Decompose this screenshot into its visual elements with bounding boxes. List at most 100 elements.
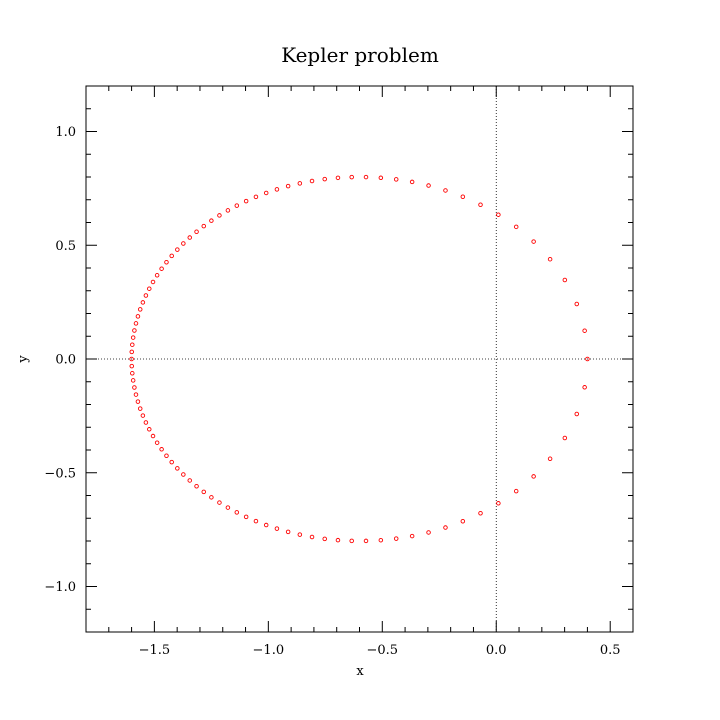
- orbit-point: [531, 239, 536, 244]
- orbit-point: [531, 474, 536, 479]
- orbit-point: [585, 356, 590, 362]
- orbit-point: [147, 286, 152, 291]
- orbit-point: [140, 413, 146, 418]
- orbit-point: [243, 198, 249, 204]
- orbit-point: [137, 307, 143, 312]
- orbit-point: [181, 241, 186, 246]
- orbit-point: [169, 459, 174, 465]
- orbit-point: [478, 510, 483, 516]
- orbit-point: [209, 495, 214, 500]
- orbit-point: [349, 174, 354, 180]
- orbit-point: [130, 342, 135, 347]
- orbit-point: [547, 456, 553, 462]
- orbit-point: [201, 489, 207, 495]
- orbit-point: [378, 537, 384, 543]
- x-tick-label: −0.5: [367, 643, 399, 658]
- orbit-point: [147, 427, 152, 432]
- orbit-point: [393, 177, 399, 182]
- orbit-point: [175, 247, 180, 252]
- orbit-point: [132, 328, 137, 333]
- orbit-point: [409, 179, 415, 185]
- orbit-point: [135, 399, 141, 404]
- orbit-point: [363, 174, 369, 180]
- orbit-point: [135, 314, 141, 319]
- orbit-point: [349, 538, 354, 544]
- orbit-point: [194, 229, 199, 234]
- orbit-point: [443, 525, 448, 530]
- orbit-points: [129, 174, 590, 544]
- orbit-point: [253, 194, 259, 200]
- orbit-point: [460, 194, 466, 200]
- orbit-point: [496, 501, 501, 506]
- y-tick-label: 1.0: [55, 125, 76, 140]
- y-tick-label: 0.0: [55, 353, 76, 368]
- orbit-point: [243, 514, 249, 520]
- orbit-point: [129, 356, 134, 362]
- x-tick-label: 0.5: [600, 643, 621, 658]
- orbit-point: [159, 447, 164, 452]
- orbit-point: [547, 256, 553, 262]
- orbit-point: [201, 223, 207, 229]
- orbit-point: [335, 537, 341, 543]
- orbit-point: [513, 488, 519, 494]
- orbit-point: [225, 208, 231, 213]
- orbit-point: [478, 202, 483, 208]
- x-axis-label: x: [356, 664, 364, 679]
- orbit-point: [143, 420, 149, 425]
- y-tick-label: −1.0: [44, 580, 76, 595]
- orbit-point: [130, 371, 135, 376]
- orbit-point: [574, 301, 580, 307]
- orbit-point: [143, 293, 149, 298]
- orbit-point: [137, 406, 143, 411]
- orbit-point: [309, 178, 315, 184]
- orbit-point: [335, 175, 341, 181]
- orbit-point: [132, 385, 137, 390]
- orbit-point: [181, 472, 186, 477]
- x-tick-labels: −1.5 −1.0 −0.5 0.0 0.5: [139, 643, 621, 658]
- orbit-point: [129, 363, 135, 369]
- orbit-point: [140, 300, 146, 305]
- chart-title: Kepler problem: [281, 43, 439, 67]
- orbit-point: [164, 259, 169, 265]
- orbit-point: [409, 533, 415, 539]
- orbit-point: [129, 349, 135, 355]
- orbit-point: [130, 335, 136, 340]
- orbit-point: [426, 530, 431, 535]
- orbit-point: [285, 183, 291, 189]
- orbit-point: [363, 538, 369, 544]
- orbit-point: [217, 213, 222, 218]
- orbit-point: [209, 218, 214, 223]
- y-axis-label: y: [16, 355, 31, 364]
- orbit-point: [159, 266, 164, 271]
- orbit-point: [513, 224, 519, 230]
- orbit-point: [150, 433, 156, 439]
- orbit-point: [460, 518, 466, 524]
- orbit-point: [582, 385, 587, 390]
- orbit-point: [194, 484, 199, 489]
- orbit-point: [443, 188, 448, 193]
- orbit-point: [225, 505, 231, 510]
- orbit-point: [187, 478, 193, 483]
- orbit-point: [496, 212, 501, 217]
- orbit-point: [297, 532, 303, 537]
- orbit-point: [253, 518, 259, 524]
- orbit-point: [378, 175, 384, 181]
- orbit-point: [169, 253, 174, 259]
- orbit-point: [274, 526, 280, 531]
- orbit-point: [154, 273, 160, 278]
- orbit-point: [285, 529, 291, 535]
- orbit-point: [562, 277, 568, 283]
- x-tick-label: −1.5: [139, 643, 171, 658]
- orbit-point: [133, 321, 139, 326]
- x-tick-label: −1.0: [253, 643, 285, 658]
- orbit-point: [217, 500, 222, 505]
- orbit-point: [175, 466, 180, 471]
- y-tick-label: 0.5: [55, 239, 76, 254]
- axis-ticks: [85, 85, 634, 632]
- orbit-point: [322, 536, 327, 542]
- orbit-point: [393, 536, 399, 541]
- orbit-point: [582, 328, 587, 333]
- orbit-point: [154, 440, 160, 445]
- orbit-point: [322, 176, 327, 182]
